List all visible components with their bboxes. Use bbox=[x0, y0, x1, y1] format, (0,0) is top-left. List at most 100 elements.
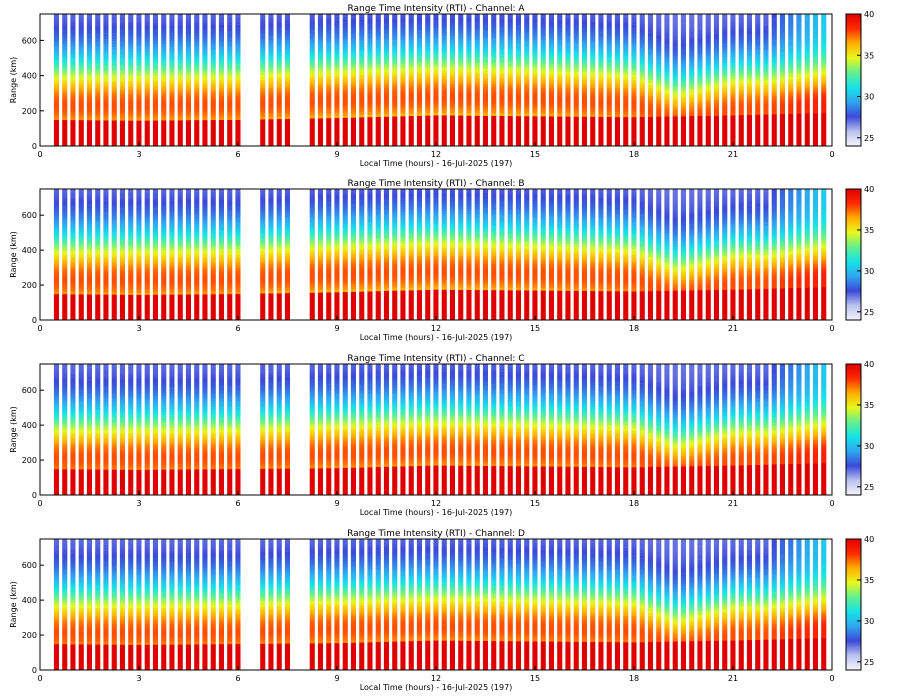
heatmap-cell bbox=[185, 98, 191, 102]
heatmap-cell bbox=[623, 101, 629, 104]
heatmap-cell bbox=[763, 111, 769, 115]
heatmap-cell bbox=[326, 17, 332, 21]
heatmap-cell bbox=[218, 30, 224, 33]
heatmap-cell bbox=[664, 84, 670, 88]
heatmap-cell bbox=[466, 17, 472, 21]
heatmap-cell bbox=[449, 25, 455, 29]
heatmap-cell bbox=[202, 85, 208, 89]
heatmap-cell bbox=[62, 61, 68, 65]
heatmap-cell bbox=[812, 49, 818, 53]
heatmap-cell bbox=[656, 53, 662, 57]
heatmap-cell bbox=[491, 23, 497, 27]
heatmap-cell bbox=[449, 30, 455, 34]
heatmap-cell bbox=[375, 61, 381, 65]
heatmap-cell bbox=[136, 205, 142, 209]
heatmap-cell bbox=[763, 74, 769, 78]
heatmap-cell bbox=[317, 239, 323, 243]
heatmap-cell bbox=[359, 19, 365, 23]
heatmap-cell bbox=[614, 16, 620, 20]
heatmap-cell bbox=[62, 194, 68, 198]
heatmap-cell bbox=[86, 270, 92, 274]
heatmap-cell bbox=[796, 34, 802, 38]
heatmap-cell bbox=[111, 249, 117, 253]
heatmap-cell bbox=[342, 49, 348, 52]
heatmap-cell bbox=[392, 105, 398, 109]
heatmap-cell bbox=[466, 49, 472, 53]
heatmap-cell bbox=[573, 90, 579, 93]
heatmap-cell bbox=[367, 72, 373, 75]
heatmap-cell bbox=[524, 92, 530, 96]
heatmap-cell bbox=[86, 38, 92, 42]
heatmap-cell bbox=[136, 17, 142, 21]
heatmap-cell bbox=[408, 65, 414, 69]
heatmap-cell bbox=[128, 33, 134, 37]
heatmap-cell bbox=[227, 241, 233, 245]
heatmap-cell bbox=[416, 107, 422, 111]
heatmap-cell bbox=[466, 73, 472, 77]
heatmap-cell bbox=[53, 246, 59, 250]
heatmap-cell bbox=[771, 74, 777, 78]
heatmap-cell bbox=[194, 294, 200, 320]
heatmap-cell bbox=[185, 120, 191, 146]
heatmap-cell bbox=[796, 58, 802, 61]
heatmap-cell bbox=[763, 77, 769, 81]
heatmap-cell bbox=[738, 56, 744, 60]
heatmap-cell bbox=[53, 218, 59, 221]
heatmap-cell bbox=[573, 63, 579, 67]
heatmap-cell bbox=[334, 250, 340, 253]
heatmap-cell bbox=[202, 106, 208, 110]
heatmap-cell bbox=[53, 40, 59, 44]
heatmap-cell bbox=[590, 79, 596, 83]
heatmap-cell bbox=[763, 48, 769, 52]
heatmap-cell bbox=[260, 212, 266, 215]
heatmap-cell bbox=[532, 116, 538, 146]
heatmap-cell bbox=[218, 59, 224, 62]
heatmap-cell bbox=[647, 50, 653, 54]
heatmap-cell bbox=[416, 33, 422, 37]
heatmap-cell bbox=[367, 117, 373, 146]
heatmap-cell bbox=[557, 16, 563, 19]
heatmap-cell bbox=[70, 233, 76, 237]
heatmap-cell bbox=[507, 78, 513, 82]
heatmap-cell bbox=[185, 278, 191, 282]
heatmap-cell bbox=[812, 65, 818, 69]
heatmap-cell bbox=[161, 120, 167, 146]
heatmap-cell bbox=[309, 97, 315, 101]
heatmap-cell bbox=[62, 56, 68, 60]
heatmap-cell bbox=[128, 101, 134, 105]
heatmap-cell bbox=[227, 225, 233, 229]
heatmap-cell bbox=[334, 36, 340, 39]
heatmap-cell bbox=[433, 83, 439, 87]
heatmap-cell bbox=[235, 244, 241, 247]
heatmap-cell bbox=[581, 116, 587, 146]
heatmap-cell bbox=[449, 65, 455, 69]
heatmap-cell bbox=[210, 104, 216, 107]
heatmap-cell bbox=[144, 25, 150, 29]
heatmap-cell bbox=[103, 114, 109, 118]
heatmap-cell bbox=[359, 30, 365, 33]
heatmap-cell bbox=[53, 204, 59, 208]
heatmap-cell bbox=[128, 78, 134, 82]
heatmap-cell bbox=[821, 81, 827, 84]
heatmap-cell bbox=[276, 230, 282, 234]
heatmap-cell bbox=[532, 108, 538, 112]
heatmap-cell bbox=[210, 114, 216, 118]
heatmap-cell bbox=[119, 231, 125, 235]
heatmap-cell bbox=[499, 49, 505, 53]
heatmap-cell bbox=[103, 25, 109, 28]
heatmap-cell bbox=[53, 30, 59, 33]
heatmap-cell bbox=[598, 116, 604, 146]
heatmap-cell bbox=[136, 25, 142, 29]
heatmap-cell bbox=[804, 110, 810, 114]
heatmap-cell bbox=[458, 57, 464, 61]
heatmap-cell bbox=[672, 52, 678, 56]
heatmap-cell bbox=[144, 210, 150, 214]
heatmap-cell bbox=[392, 116, 398, 146]
heatmap-cell bbox=[86, 226, 92, 229]
heatmap-cell bbox=[128, 292, 134, 295]
heatmap-cell bbox=[144, 242, 150, 246]
heatmap-cell bbox=[383, 108, 389, 112]
heatmap-cell bbox=[697, 92, 703, 95]
heatmap-cell bbox=[342, 91, 348, 95]
heatmap-cell bbox=[177, 273, 183, 277]
